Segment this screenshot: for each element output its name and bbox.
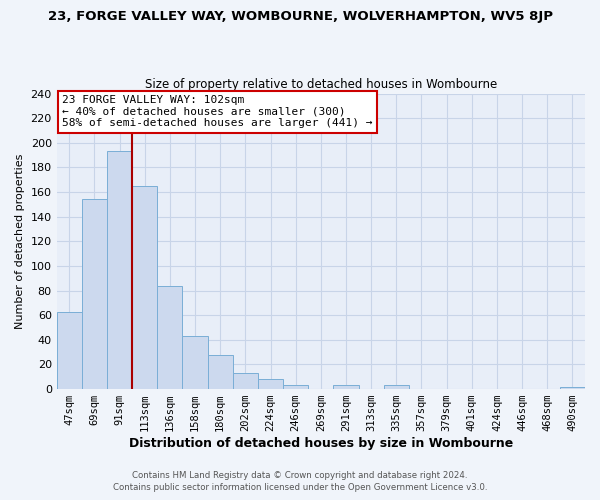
Bar [82,200,107,389]
Text: 23 FORGE VALLEY WAY: 102sqm
← 40% of detached houses are smaller (300)
58% of se: 23 FORGE VALLEY WAY: 102sqm ← 40% of det… [62,95,373,128]
Bar [334,386,359,389]
Bar [157,286,182,389]
Bar [132,186,157,389]
Bar [283,386,308,389]
Bar [208,354,233,389]
Bar [384,386,409,389]
Bar [56,312,82,389]
Text: Contains HM Land Registry data © Crown copyright and database right 2024.
Contai: Contains HM Land Registry data © Crown c… [113,471,487,492]
Title: Size of property relative to detached houses in Wombourne: Size of property relative to detached ho… [145,78,497,91]
Y-axis label: Number of detached properties: Number of detached properties [15,154,25,329]
Bar [233,373,258,389]
Bar [182,336,208,389]
Bar [560,386,585,389]
X-axis label: Distribution of detached houses by size in Wombourne: Distribution of detached houses by size … [129,437,513,450]
Bar [258,379,283,389]
Bar [107,152,132,389]
Text: 23, FORGE VALLEY WAY, WOMBOURNE, WOLVERHAMPTON, WV5 8JP: 23, FORGE VALLEY WAY, WOMBOURNE, WOLVERH… [47,10,553,23]
